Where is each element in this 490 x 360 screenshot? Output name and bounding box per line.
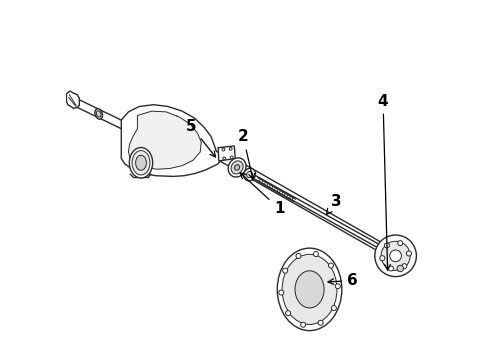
Circle shape (296, 253, 301, 258)
Polygon shape (67, 91, 79, 108)
Polygon shape (128, 111, 201, 169)
Circle shape (389, 266, 393, 271)
Polygon shape (218, 146, 235, 161)
Circle shape (314, 252, 318, 257)
Circle shape (335, 284, 341, 289)
Text: 5: 5 (186, 119, 216, 157)
Ellipse shape (231, 161, 243, 174)
Circle shape (283, 268, 288, 273)
Circle shape (230, 156, 233, 159)
Circle shape (331, 306, 337, 311)
Ellipse shape (282, 254, 337, 324)
Ellipse shape (228, 158, 246, 177)
Circle shape (385, 243, 390, 248)
Ellipse shape (235, 165, 240, 170)
Circle shape (375, 235, 416, 276)
Circle shape (406, 251, 412, 256)
Circle shape (381, 241, 410, 270)
Text: 6: 6 (328, 273, 358, 288)
Text: 2: 2 (238, 130, 254, 180)
Text: 4: 4 (378, 94, 390, 270)
Circle shape (223, 157, 225, 160)
Circle shape (402, 264, 407, 269)
Ellipse shape (136, 155, 147, 170)
Ellipse shape (277, 248, 342, 330)
Circle shape (318, 320, 323, 325)
Ellipse shape (132, 150, 150, 175)
Circle shape (229, 147, 232, 150)
Circle shape (301, 322, 306, 327)
Circle shape (398, 240, 403, 246)
Circle shape (222, 148, 225, 151)
Circle shape (328, 263, 334, 268)
Text: 1: 1 (240, 173, 284, 216)
Circle shape (397, 265, 403, 272)
Circle shape (380, 256, 385, 261)
Ellipse shape (129, 148, 153, 178)
Circle shape (390, 250, 401, 262)
Circle shape (279, 290, 284, 295)
Ellipse shape (244, 168, 255, 181)
Circle shape (286, 311, 291, 316)
Text: 3: 3 (326, 194, 342, 215)
Ellipse shape (295, 271, 324, 308)
Ellipse shape (95, 109, 102, 119)
Polygon shape (122, 105, 221, 176)
Ellipse shape (97, 111, 101, 117)
Ellipse shape (246, 171, 252, 178)
